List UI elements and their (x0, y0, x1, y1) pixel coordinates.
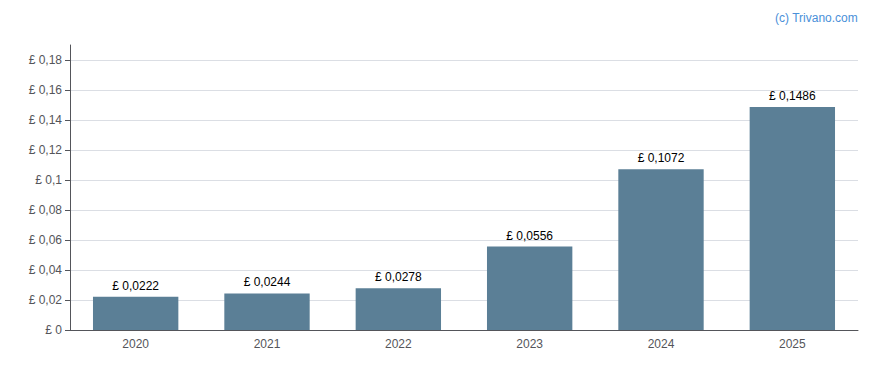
svg-text:£ 0: £ 0 (45, 323, 62, 337)
svg-text:2020: 2020 (122, 337, 149, 351)
svg-text:2024: 2024 (648, 337, 675, 351)
svg-text:2021: 2021 (254, 337, 281, 351)
svg-text:2023: 2023 (516, 337, 543, 351)
svg-text:£ 0,04: £ 0,04 (29, 263, 63, 277)
svg-text:£ 0,08: £ 0,08 (29, 203, 63, 217)
svg-text:£ 0,14: £ 0,14 (29, 113, 63, 127)
svg-text:2025: 2025 (779, 337, 806, 351)
svg-text:£ 0,0244: £ 0,0244 (244, 275, 291, 289)
svg-text:£ 0,02: £ 0,02 (29, 293, 63, 307)
svg-text:£ 0,18: £ 0,18 (29, 53, 63, 67)
svg-text:£ 0,06: £ 0,06 (29, 233, 63, 247)
svg-text:£ 0,12: £ 0,12 (29, 143, 63, 157)
svg-text:£ 0,0556: £ 0,0556 (506, 229, 553, 243)
svg-text:£ 0,0278: £ 0,0278 (375, 270, 422, 284)
svg-text:(c) Trivano.com: (c) Trivano.com (775, 11, 858, 25)
svg-text:£ 0,0222: £ 0,0222 (112, 279, 159, 293)
svg-text:£ 0,1072: £ 0,1072 (638, 151, 685, 165)
svg-text:£ 0,1486: £ 0,1486 (769, 89, 816, 103)
svg-text:£ 0,16: £ 0,16 (29, 83, 63, 97)
svg-text:2022: 2022 (385, 337, 412, 351)
svg-text:£ 0,1: £ 0,1 (35, 173, 62, 187)
